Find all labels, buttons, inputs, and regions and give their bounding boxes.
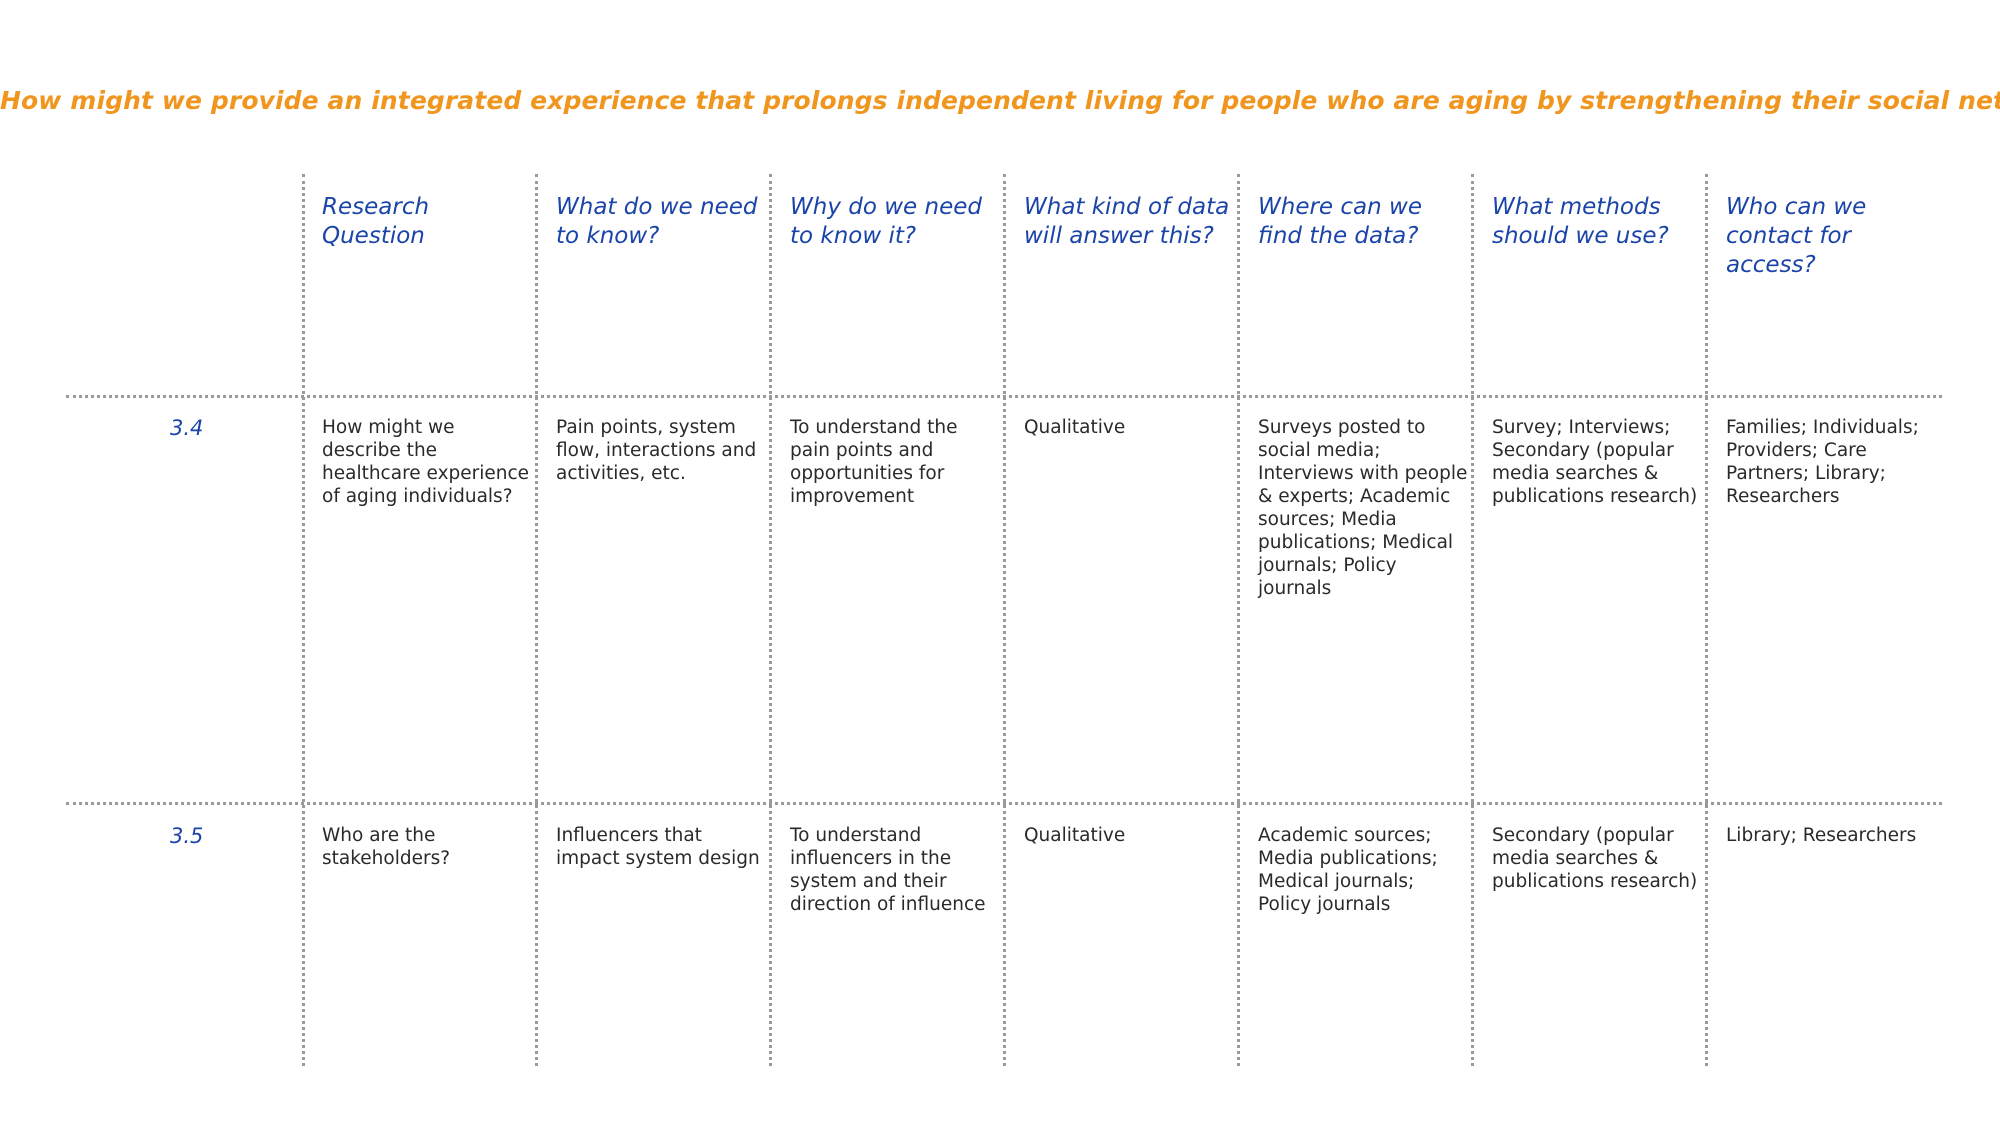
- cell-what-to-know: Influencers that impact system design: [556, 825, 760, 869]
- header-data-kind: What kind of data will answer this?: [1024, 194, 1230, 249]
- header-what-to-know: What do we need to know?: [556, 194, 758, 249]
- row-divider: [66, 802, 1942, 805]
- column-divider: [1237, 174, 1240, 1066]
- cell-research-question: Who are the stakeholders?: [322, 825, 451, 869]
- cell-methods: Secondary (popular media searches & publ…: [1492, 825, 1698, 892]
- header-methods: What methods should we use?: [1492, 194, 1669, 249]
- header-why-know: Why do we need to know it?: [790, 194, 982, 249]
- cell-data-source: Academic sources; Media publications; Me…: [1258, 825, 1438, 915]
- header-contacts: Who can we contact for access?: [1726, 194, 1867, 278]
- cell-why-know: To understand influencers in the system …: [790, 825, 986, 915]
- column-divider: [535, 174, 538, 1066]
- cell-data-kind: Qualitative: [1024, 825, 1126, 846]
- cell-contacts: Library; Researchers: [1726, 825, 1917, 846]
- cell-data-source: Surveys posted to social media; Intervie…: [1258, 417, 1468, 599]
- cell-contacts: Families; Individuals; Providers; Care P…: [1726, 417, 1919, 507]
- page-title: How might we provide an integrated exper…: [0, 86, 2000, 115]
- column-divider: [302, 174, 305, 1066]
- header-data-source: Where can we find the data?: [1258, 194, 1422, 249]
- column-divider: [1471, 174, 1474, 1066]
- cell-research-question: How might we describe the healthcare exp…: [322, 417, 530, 507]
- row-id: 3.5: [170, 824, 204, 848]
- column-divider: [1705, 174, 1708, 1066]
- cell-what-to-know: Pain points, system flow, interactions a…: [556, 417, 757, 484]
- column-divider: [769, 174, 772, 1066]
- row-id: 3.4: [170, 416, 204, 440]
- row-divider: [66, 395, 1942, 398]
- cell-data-kind: Qualitative: [1024, 417, 1126, 438]
- header-research-question: Research Question: [322, 194, 430, 249]
- column-divider: [1003, 174, 1006, 1066]
- cell-methods: Survey; Interviews; Secondary (popular m…: [1492, 417, 1698, 507]
- cell-why-know: To understand the pain points and opport…: [790, 417, 958, 507]
